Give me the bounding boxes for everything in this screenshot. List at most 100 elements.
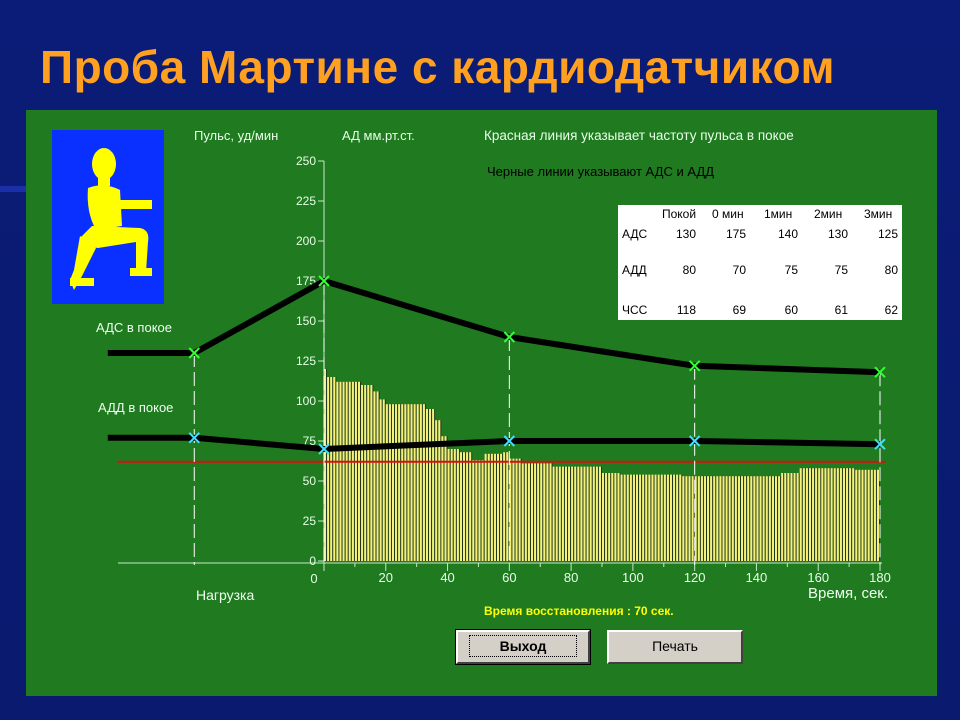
pulse-bar [691, 476, 694, 561]
exit-button[interactable]: Выход [455, 629, 591, 665]
load-label: Нагрузка [196, 587, 255, 603]
pulse-bar [762, 476, 765, 561]
pulse-bar [580, 466, 583, 561]
y-tick-label: 25 [303, 514, 317, 528]
pulse-bar [793, 473, 796, 561]
ads-marker [874, 366, 886, 378]
ads-line [107, 278, 881, 376]
x-tick-label: 120 [684, 570, 706, 585]
pulse-bar [673, 474, 676, 561]
exercise-figure-icon [52, 130, 164, 304]
pulse-bar [645, 474, 648, 561]
pulse-bar [697, 476, 700, 561]
pulse-bar [487, 453, 490, 561]
x-tick-label: 80 [564, 570, 578, 585]
x-tick-label: 0 [310, 571, 317, 586]
red-line-legend: Красная линия указывает частоту пульса в… [484, 128, 794, 143]
pulse-bar [463, 452, 466, 561]
add-line [107, 434, 881, 452]
pulse-bar [524, 463, 527, 561]
table-cell: 75 [834, 263, 848, 277]
pulse-bar [577, 466, 580, 561]
pulse-bar [778, 476, 781, 561]
pulse-bar [339, 381, 342, 561]
pulse-bar [598, 466, 601, 561]
pulse-bar [827, 468, 830, 561]
x-tick-label: 100 [622, 570, 644, 585]
pulse-bar [716, 476, 719, 561]
pulse-bar [459, 452, 462, 561]
y-tick-label: 200 [296, 234, 316, 248]
pulse-bar [574, 466, 577, 561]
print-button[interactable]: Печать [607, 630, 743, 664]
pulse-bar [398, 404, 401, 561]
pulse-bar [707, 476, 710, 561]
table-cell: 61 [834, 303, 848, 317]
pulse-bar [731, 476, 734, 561]
pulse-bar [518, 458, 521, 561]
pulse-bar [376, 391, 379, 561]
pulse-bar [478, 460, 481, 561]
pulse-bar [509, 458, 512, 561]
x-tick-label: 40 [440, 570, 454, 585]
table-header-cell: 0 мин [712, 207, 744, 221]
table-header-cell: 3мин [864, 207, 893, 221]
pulse-bar [552, 466, 555, 561]
pulse-bar [568, 466, 571, 561]
pulse-bar [373, 391, 376, 561]
summary-table: Покой 0 мин 1мин 2мин 3мин АДС 130 175 140 130 125… [618, 205, 902, 320]
pulse-bar [540, 463, 543, 561]
pulse-bar [385, 404, 388, 561]
pulse-bar [722, 476, 725, 561]
table-cell: 140 [777, 227, 798, 241]
pulse-bar [781, 473, 784, 561]
pulse-bar [472, 460, 475, 561]
pulse-bar [728, 476, 731, 561]
pulse-bar [626, 474, 629, 561]
table-cell: 175 [725, 227, 746, 241]
table-header-cell: 1мин [764, 207, 793, 221]
pulse-bar [821, 468, 824, 561]
pulse-bar [867, 469, 870, 561]
pulse-bar [484, 453, 487, 561]
pulse-bar [824, 468, 827, 561]
pulse-bar [710, 476, 713, 561]
pulse-bar [586, 466, 589, 561]
pulse-bar [571, 466, 574, 561]
exit-button-label: Выход [468, 635, 578, 657]
pulse-bar [651, 474, 654, 561]
pulse-bar [815, 468, 818, 561]
pulse-bar [583, 466, 586, 561]
pulse-bar [506, 452, 509, 561]
pulse-bar [546, 463, 549, 561]
pulse-bar [768, 476, 771, 561]
table-cell: 118 [676, 303, 696, 317]
pulse-bar [808, 468, 812, 561]
pulse-bar [830, 468, 833, 561]
pulse-bar [648, 474, 651, 561]
pulse-bar [558, 466, 561, 561]
table-header-cell: Покой [662, 207, 697, 221]
add-marker [874, 438, 886, 450]
pulse-bar [549, 463, 552, 561]
pulse-bar [796, 473, 799, 561]
pulse-bar [688, 476, 691, 561]
pulse-bar [595, 466, 598, 561]
ads-marker [188, 347, 200, 359]
pulse-bar [342, 381, 345, 561]
table-row-label: АДД [622, 263, 647, 277]
y-tick-label: 125 [296, 354, 316, 368]
y-tick-label: 250 [296, 154, 316, 168]
pulse-bar [694, 476, 697, 561]
pulse-bar [537, 463, 540, 561]
pulse-bar [747, 476, 750, 561]
y-tick-label: 225 [296, 194, 316, 208]
pulse-bar [623, 474, 626, 561]
pulse-bar [756, 476, 759, 561]
y-tick-label: 150 [296, 314, 316, 328]
pulse-bar [348, 381, 351, 561]
pulse-bar [407, 404, 410, 561]
pulse-bar [367, 385, 370, 561]
table-cell: 69 [732, 303, 746, 317]
pulse-bar [666, 474, 669, 561]
